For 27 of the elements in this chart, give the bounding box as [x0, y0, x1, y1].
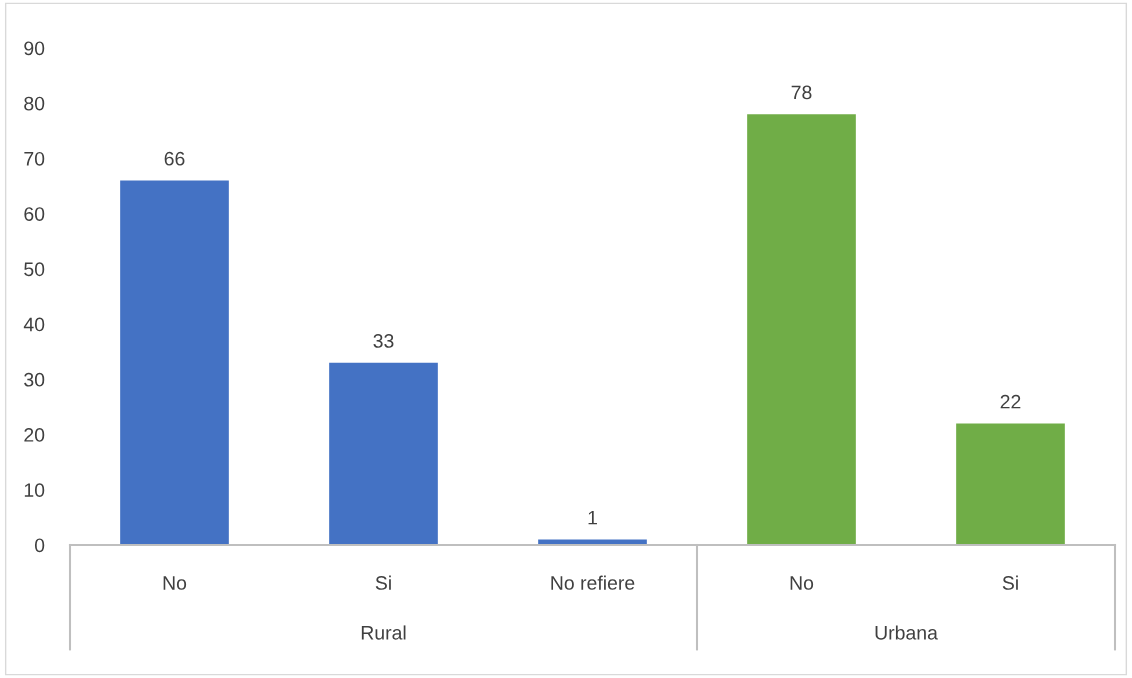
y-tick-label: 50	[24, 262, 45, 277]
bar	[329, 362, 438, 545]
y-tick-label: 70	[24, 151, 45, 166]
x-tick-label: Si	[1002, 575, 1018, 590]
x-tick-label: No refiere	[551, 575, 635, 590]
bar	[538, 539, 647, 545]
text: Rural	[361, 625, 406, 640]
y-tick-label: 20	[24, 428, 45, 442]
x-tick-label: No	[163, 576, 187, 590]
y-tick-label: 0	[34, 538, 45, 553]
data-label: 33	[373, 334, 394, 348]
y-tick-label: 60	[24, 207, 45, 221]
bar	[747, 114, 856, 545]
data-label: 1	[588, 510, 597, 525]
y-tick-label: 40	[23, 317, 45, 332]
y-tick-label: 30	[24, 372, 45, 387]
y-tick-label: 10	[24, 483, 45, 498]
data-label: 66	[164, 151, 185, 166]
bar	[120, 180, 229, 545]
x-tick-label: Si	[375, 575, 391, 590]
y-tick-label: 90	[24, 41, 45, 56]
data-label: 22	[1000, 394, 1021, 409]
x-tick-label: No	[790, 576, 814, 590]
data-label: 78	[791, 85, 812, 100]
text: Urbana	[875, 625, 938, 640]
bar	[956, 423, 1065, 545]
y-tick-label: 80	[24, 96, 45, 111]
